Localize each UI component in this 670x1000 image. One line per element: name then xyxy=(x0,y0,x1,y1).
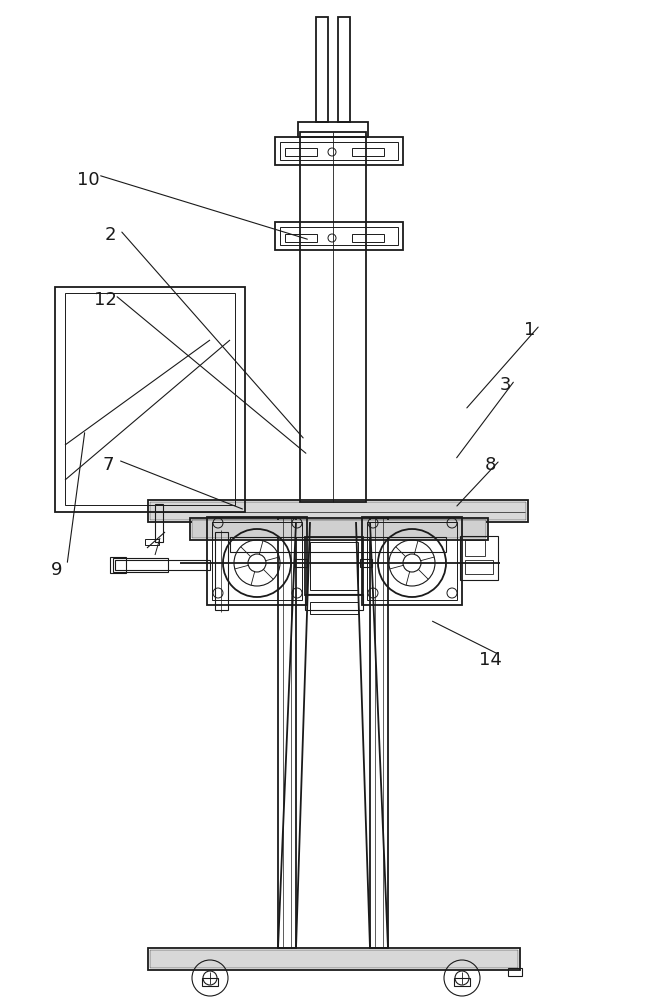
Bar xyxy=(298,122,368,137)
Bar xyxy=(150,502,526,520)
Bar xyxy=(280,142,398,160)
Bar xyxy=(310,542,358,590)
Bar xyxy=(316,17,328,122)
Bar xyxy=(465,560,493,574)
Text: 3: 3 xyxy=(499,376,511,394)
Bar xyxy=(230,537,446,552)
Bar xyxy=(278,518,296,948)
Bar xyxy=(275,222,403,250)
Bar xyxy=(115,560,210,570)
Bar xyxy=(305,594,363,610)
Bar xyxy=(352,234,384,242)
Bar xyxy=(508,968,522,976)
Bar xyxy=(285,148,317,156)
Text: 1: 1 xyxy=(525,321,536,339)
Bar xyxy=(465,540,485,556)
Bar xyxy=(285,234,317,242)
Bar xyxy=(295,559,307,567)
Bar xyxy=(207,517,307,605)
Bar xyxy=(212,522,302,600)
Bar xyxy=(305,537,363,595)
Bar xyxy=(148,500,528,522)
Bar xyxy=(338,17,350,122)
Bar xyxy=(145,539,159,545)
Text: 2: 2 xyxy=(105,226,116,244)
Text: 7: 7 xyxy=(103,456,114,474)
Text: 12: 12 xyxy=(94,291,117,309)
Bar xyxy=(110,557,126,573)
Bar xyxy=(215,532,228,610)
Bar xyxy=(192,520,486,538)
Bar xyxy=(300,132,366,502)
Text: 8: 8 xyxy=(484,456,496,474)
Bar xyxy=(362,517,462,605)
Bar xyxy=(310,602,358,614)
Text: 9: 9 xyxy=(51,561,63,579)
Bar xyxy=(275,137,403,165)
Bar xyxy=(202,978,218,986)
Bar xyxy=(150,950,518,968)
Bar xyxy=(55,287,245,512)
Text: 10: 10 xyxy=(76,171,99,189)
Bar xyxy=(454,978,470,986)
Bar xyxy=(370,518,388,948)
Bar xyxy=(280,227,398,245)
Text: 14: 14 xyxy=(478,651,501,669)
Bar xyxy=(367,522,457,600)
Bar xyxy=(360,559,372,567)
Bar xyxy=(190,518,488,540)
Bar xyxy=(155,504,163,542)
Bar xyxy=(352,148,384,156)
Bar xyxy=(148,948,520,970)
Bar xyxy=(460,536,498,580)
Bar xyxy=(65,293,235,505)
Bar xyxy=(113,558,168,572)
